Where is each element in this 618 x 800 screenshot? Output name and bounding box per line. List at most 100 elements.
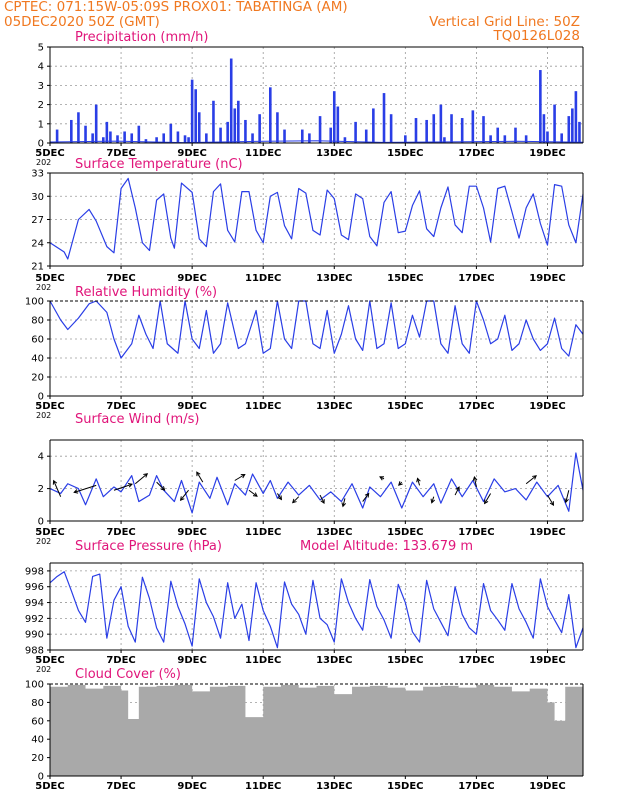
precip-bar	[258, 114, 261, 143]
y-tick-label: 60	[31, 716, 44, 727]
precip-bar	[190, 79, 194, 143]
y-tick-label: 1	[38, 119, 44, 130]
precip-bar	[130, 133, 134, 143]
x-tick-label: 5DEC	[35, 527, 64, 538]
precip-bar	[372, 108, 375, 143]
cloud-cover-area	[50, 684, 583, 776]
precip-bar	[116, 135, 119, 143]
y-tick-label: 30	[31, 192, 44, 203]
precip-bar	[84, 125, 87, 143]
wind-arrow-head	[196, 471, 201, 477]
precip-bar	[229, 58, 233, 143]
precip-bar	[318, 116, 322, 143]
y-tick-label: 994	[25, 598, 44, 609]
wind-arrow-head	[364, 492, 370, 498]
precip-bar	[283, 129, 286, 143]
wind-arrow-head	[455, 486, 460, 492]
precip-bar	[219, 127, 222, 143]
x-tick-label: 7DEC	[106, 401, 135, 412]
y-tick-label: 998	[25, 566, 44, 577]
wind-arrow	[454, 486, 460, 496]
y-tick-label: 40	[31, 354, 44, 365]
wind-arrow	[473, 476, 477, 488]
precip-bar	[414, 118, 418, 143]
wind-arrow-head	[398, 481, 403, 486]
wind-arrow	[342, 498, 346, 507]
precip-bar	[187, 137, 190, 143]
precip-bar	[343, 137, 347, 143]
grid-line-note: Vertical Grid Line: 50Z	[429, 14, 580, 30]
x-tick-label: 11DEC	[245, 655, 281, 666]
y-tick-label: 20	[31, 753, 44, 764]
precip-bar	[439, 104, 443, 143]
wind-arrow	[196, 471, 204, 483]
precip-bar	[77, 112, 80, 143]
x-tick-label: 7DEC	[106, 655, 135, 666]
wind-arrow	[319, 494, 325, 504]
precip-bar	[560, 133, 563, 143]
x-tick-label: 9DEC	[177, 401, 206, 412]
precip-bar	[237, 100, 240, 143]
precip-bar	[176, 131, 180, 143]
y-tick-label: 992	[25, 614, 44, 625]
x-tick-label: 9DEC	[177, 781, 206, 792]
precip-bar	[244, 119, 247, 143]
precip-bar	[212, 100, 215, 143]
precip-bar	[489, 135, 492, 143]
precip-bar	[578, 121, 581, 143]
wind-arrow	[525, 475, 537, 485]
precip-bar	[364, 129, 368, 143]
precip-bar	[542, 114, 546, 143]
x-tick-label: 5DEC	[35, 273, 64, 284]
precip-bar	[102, 137, 105, 143]
year-stub: 202	[36, 411, 51, 420]
x-tick-label: 17DEC	[458, 148, 494, 159]
series-line	[49, 177, 584, 260]
y-tick-label: 0	[38, 772, 44, 783]
precip-bar	[329, 127, 333, 143]
wind-arrow-head	[291, 498, 297, 504]
precip-bar	[571, 108, 574, 143]
x-tick-label: 13DEC	[316, 273, 352, 284]
precip-bar	[482, 116, 485, 143]
y-tick-label: 2	[38, 100, 44, 111]
precip-bar	[336, 106, 340, 143]
wind-arrow	[417, 478, 421, 486]
y-tick-label: 21	[31, 262, 44, 273]
x-tick-label: 15DEC	[387, 401, 423, 412]
precip-bar	[194, 89, 197, 143]
wind-arrow-head	[52, 479, 58, 485]
precip-bar	[443, 137, 446, 143]
wind-arrow	[156, 481, 165, 491]
precip-bar	[471, 110, 475, 143]
x-tick-label: 15DEC	[387, 527, 423, 538]
x-tick-label: 9DEC	[177, 273, 206, 284]
x-tick-label: 19DEC	[529, 527, 565, 538]
y-tick-label: 3	[38, 81, 44, 92]
x-tick-label: 11DEC	[245, 401, 281, 412]
precip-bar	[91, 133, 94, 143]
precip-bar	[354, 121, 357, 143]
precip-bar	[251, 133, 254, 143]
wind-arrow-head	[160, 486, 166, 491]
header-line2: 05DEC2020 50Z (GMT)	[4, 14, 160, 30]
series-line	[49, 300, 584, 359]
wind-arrow-head	[549, 501, 555, 506]
y-tick-label: 5	[38, 43, 44, 54]
year-stub: 202	[36, 158, 51, 167]
x-tick-label: 15DEC	[387, 148, 423, 159]
y-tick-label: 40	[31, 735, 44, 746]
y-tick-label: 60	[31, 335, 44, 346]
precip-bar	[496, 127, 500, 143]
precip-bar	[460, 118, 464, 143]
x-tick-label: 13DEC	[316, 655, 352, 666]
precip-bar	[226, 121, 229, 143]
wind-arrow	[484, 493, 492, 504]
precip-bar	[425, 119, 428, 143]
wind-arrow	[547, 494, 554, 506]
precip-bar	[308, 133, 311, 143]
precip-bar	[137, 125, 141, 143]
precip-bar	[432, 114, 436, 143]
precip-bar	[539, 70, 542, 143]
y-tick-label: 20	[31, 373, 44, 384]
